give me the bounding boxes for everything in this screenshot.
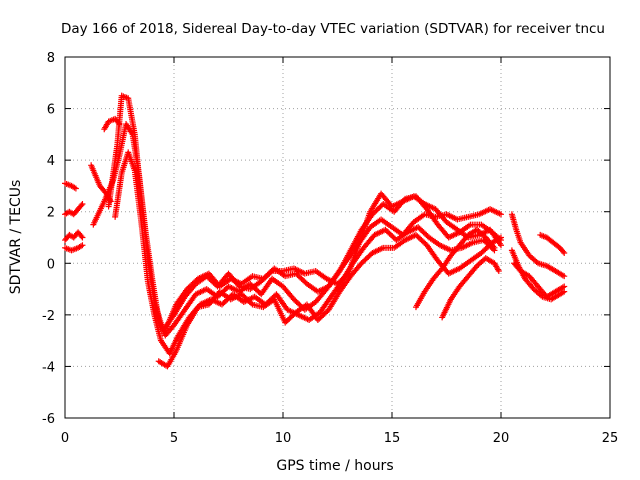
- series-track-5: [162, 193, 504, 334]
- data-point: [491, 244, 498, 251]
- x-tick-label: 5: [170, 431, 178, 446]
- series-track-9: [62, 200, 86, 218]
- series-track-6: [412, 226, 498, 311]
- data-point: [561, 273, 568, 280]
- data-point: [79, 234, 86, 241]
- data-point: [107, 198, 114, 205]
- data-point: [498, 242, 504, 249]
- points-layer: [62, 92, 568, 370]
- series-track-11: [62, 242, 86, 254]
- data-point: [561, 283, 568, 290]
- series-track-4: [155, 231, 504, 370]
- x-tick-label: 20: [493, 431, 510, 446]
- x-tick-label: 0: [61, 431, 69, 446]
- data-point: [495, 268, 502, 275]
- grid-layer: [65, 57, 610, 418]
- y-axis-label: SDTVAR / TECUs: [8, 180, 24, 295]
- series-track-3: [112, 149, 498, 357]
- y-tick-label: 2: [47, 206, 55, 221]
- y-tick-label: 8: [47, 51, 55, 66]
- y-tick-label: 0: [47, 257, 55, 272]
- data-point: [498, 211, 504, 218]
- series-track-17: [537, 231, 568, 256]
- data-point: [498, 237, 504, 244]
- data-point: [78, 202, 85, 209]
- series-track-7: [439, 255, 502, 321]
- y-tick-label: -2: [42, 309, 55, 324]
- series-track-13: [101, 115, 123, 133]
- y-tick-label: -6: [42, 412, 55, 427]
- data-point: [79, 200, 86, 207]
- data-point: [561, 249, 568, 256]
- series-track-12: [88, 162, 114, 205]
- data-point: [560, 248, 567, 255]
- data-point: [79, 242, 86, 249]
- data-point: [115, 119, 122, 126]
- y-tick-label: 6: [47, 103, 55, 118]
- data-point: [248, 300, 255, 307]
- x-axis-label: GPS time / hours: [276, 458, 393, 474]
- y-tick-label: -4: [42, 360, 55, 375]
- x-tick-label: 25: [602, 431, 619, 446]
- data-point: [561, 288, 568, 295]
- series-track-8: [62, 229, 86, 244]
- x-tick-label: 10: [275, 431, 292, 446]
- series-track-10: [62, 180, 79, 192]
- data-point: [72, 185, 79, 192]
- chart-title: Day 166 of 2018, Sidereal Day-to-day VTE…: [61, 21, 605, 37]
- y-tick-label: 4: [47, 154, 55, 169]
- series-track-16: [511, 260, 568, 300]
- data-point: [78, 233, 85, 240]
- ticks-layer: 0 5 10 15 20 25 -6 -4 -2 0 2 4 6 8: [42, 51, 618, 446]
- series-track-14: [508, 211, 568, 280]
- x-tick-label: 15: [384, 431, 401, 446]
- data-point: [116, 121, 123, 128]
